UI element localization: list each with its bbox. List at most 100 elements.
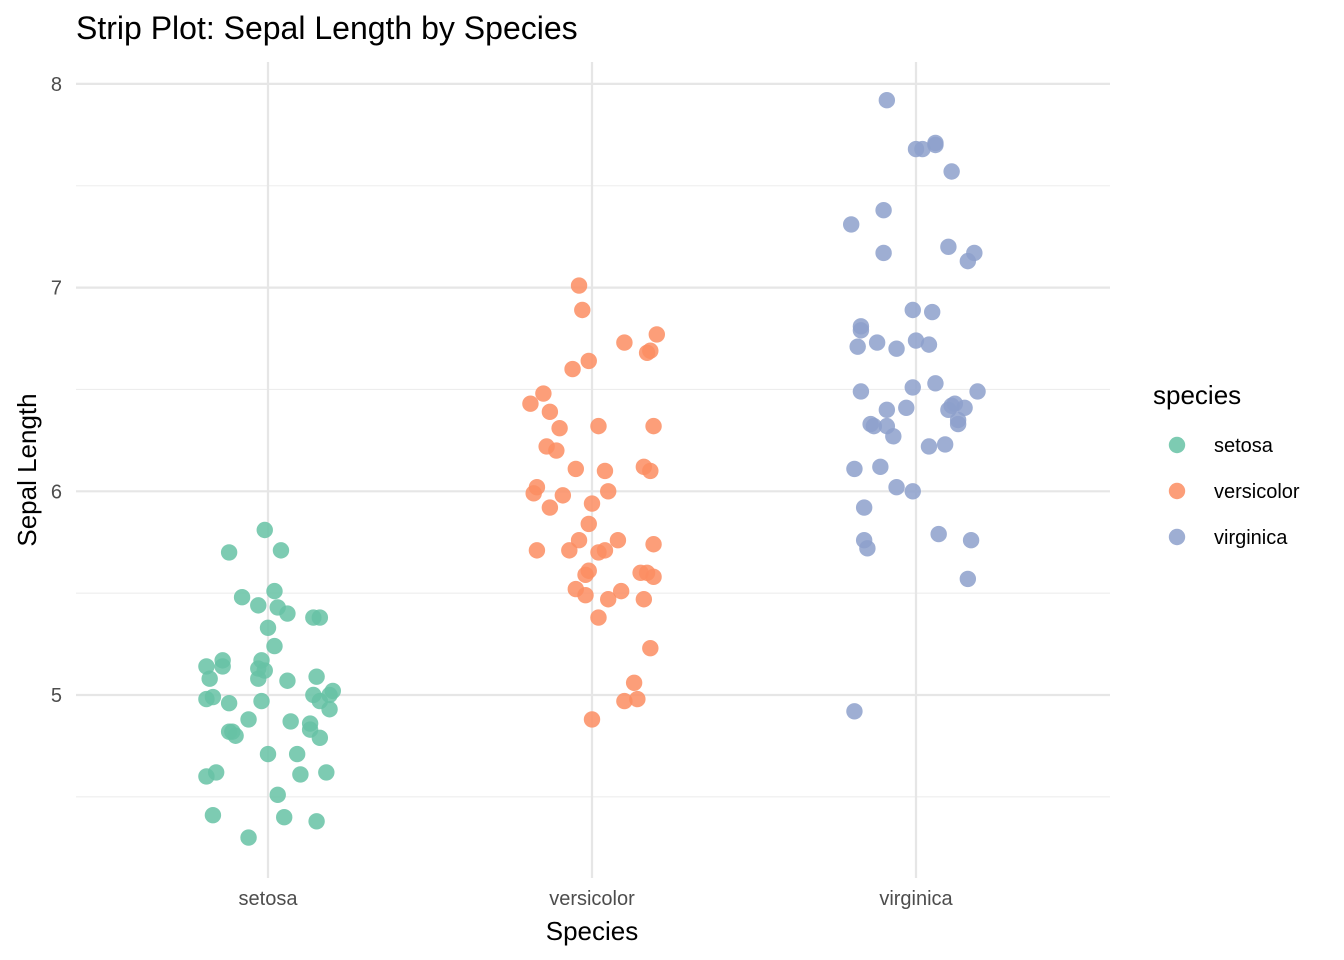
data-point xyxy=(311,729,329,746)
data-point xyxy=(220,544,238,561)
data-point xyxy=(852,383,870,400)
data-point xyxy=(645,417,662,435)
data-point xyxy=(564,360,581,378)
data-point xyxy=(956,399,973,416)
legend-label: virginica xyxy=(1214,527,1288,549)
data-point xyxy=(269,786,286,804)
x-tick-label: setosa xyxy=(239,888,299,910)
data-point xyxy=(561,542,578,559)
data-point xyxy=(214,658,231,675)
data-point xyxy=(580,515,597,533)
data-point xyxy=(253,692,270,710)
data-point xyxy=(272,542,290,559)
y-tick-label: 5 xyxy=(51,685,62,707)
data-point xyxy=(266,637,283,655)
data-point xyxy=(311,609,329,626)
data-point xyxy=(600,591,617,608)
data-point xyxy=(852,322,870,339)
legend: species setosa versicolor virginica xyxy=(1153,380,1300,549)
legend-label: versicolor xyxy=(1214,481,1300,503)
data-point xyxy=(583,711,601,728)
data-point xyxy=(318,764,335,781)
data-point xyxy=(259,745,277,763)
data-point xyxy=(227,727,244,744)
data-point xyxy=(580,352,597,370)
series-setosa xyxy=(198,521,341,846)
data-point xyxy=(849,338,866,355)
data-point xyxy=(642,342,659,359)
series-versicolor xyxy=(522,277,665,728)
data-point xyxy=(846,703,863,720)
data-point xyxy=(292,766,309,783)
data-point xyxy=(324,682,341,700)
data-point xyxy=(583,495,601,512)
x-tick-labels: setosa versicolor virginica xyxy=(239,888,954,910)
data-point xyxy=(936,436,954,453)
data-point xyxy=(570,277,588,294)
data-point xyxy=(250,597,267,614)
data-point xyxy=(625,674,643,691)
data-point xyxy=(279,605,296,622)
data-point xyxy=(240,711,257,728)
data-point xyxy=(966,244,983,262)
x-tick-label: versicolor xyxy=(549,888,635,910)
data-point xyxy=(642,639,659,657)
data-point xyxy=(648,326,665,343)
x-axis-title: Species xyxy=(546,916,639,946)
data-point xyxy=(276,809,293,826)
data-point xyxy=(920,336,938,353)
data-point xyxy=(256,662,273,679)
data-point xyxy=(596,542,614,559)
data-point xyxy=(570,531,588,549)
legend-key xyxy=(1168,436,1186,454)
data-point xyxy=(301,715,319,732)
data-point xyxy=(266,582,283,600)
data-point xyxy=(927,375,944,392)
data-point xyxy=(590,609,607,626)
data-point xyxy=(888,479,905,496)
data-point xyxy=(927,134,944,152)
data-point xyxy=(596,462,614,480)
chart-title: Strip Plot: Sepal Length by Species xyxy=(76,10,578,46)
data-point xyxy=(962,531,980,549)
data-point xyxy=(528,479,546,496)
data-point xyxy=(288,745,306,763)
data-point xyxy=(308,813,325,830)
data-point xyxy=(528,542,546,559)
data-point xyxy=(548,442,565,459)
data-point xyxy=(259,619,277,636)
legend-key xyxy=(1168,482,1186,500)
data-point xyxy=(930,525,947,543)
data-point xyxy=(924,303,941,321)
data-point xyxy=(959,570,977,588)
series-virginica xyxy=(843,91,986,720)
y-axis-title: Sepal Length xyxy=(12,393,42,546)
data-point xyxy=(282,713,299,730)
data-point xyxy=(888,340,905,357)
data-point xyxy=(904,301,921,319)
data-point xyxy=(207,764,225,781)
data-point xyxy=(969,383,986,400)
data-point xyxy=(843,216,860,233)
data-point xyxy=(535,385,552,402)
data-point xyxy=(878,91,896,109)
data-point xyxy=(629,690,646,708)
y-tick-label: 6 xyxy=(51,481,62,503)
data-point xyxy=(551,419,568,437)
data-point xyxy=(201,670,218,687)
data-point xyxy=(875,201,892,219)
data-point xyxy=(855,499,873,516)
data-point xyxy=(914,140,931,158)
data-point xyxy=(541,499,559,516)
data-point xyxy=(904,483,921,500)
data-point xyxy=(577,586,594,604)
data-point xyxy=(859,540,876,557)
data-point xyxy=(522,395,539,412)
data-point xyxy=(885,428,902,445)
data-point xyxy=(240,829,257,846)
data-point xyxy=(279,672,296,689)
data-points xyxy=(198,91,986,846)
data-point xyxy=(616,692,633,710)
